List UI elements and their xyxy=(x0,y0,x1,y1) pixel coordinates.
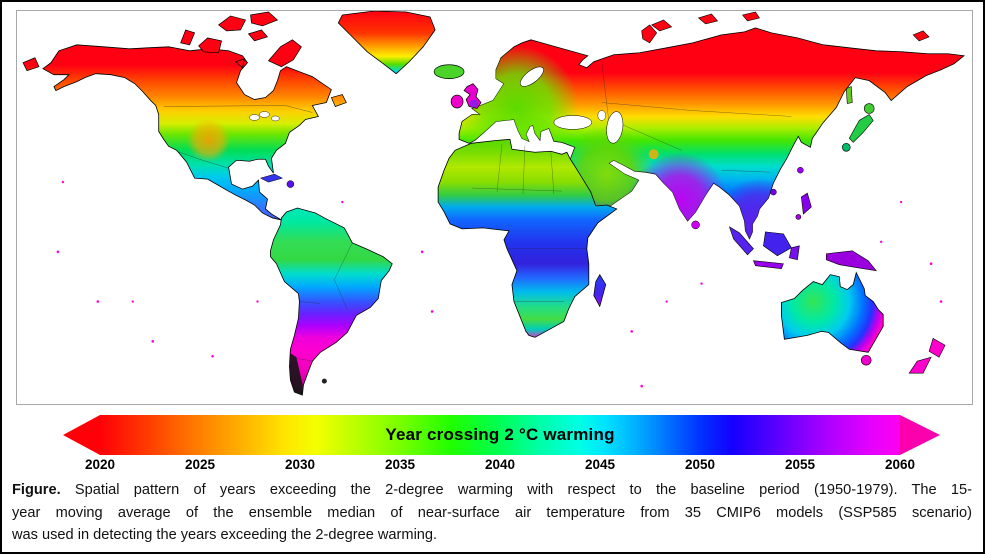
new-guinea xyxy=(826,250,877,272)
caption-line-2: year moving average of the ensemble medi… xyxy=(12,504,972,521)
colorbar-tick: 2040 xyxy=(484,457,516,472)
colorbar-tick: 2020 xyxy=(84,457,116,472)
caption-label: Figure. xyxy=(12,482,61,498)
colorbar: Year crossing 2 °C warming 2020 2025 203… xyxy=(16,415,973,473)
us-canada-border xyxy=(163,105,313,113)
africa-borders xyxy=(472,144,587,302)
colorbar-title: Year crossing 2 °C warming xyxy=(385,425,615,444)
colorbar-tick: 2045 xyxy=(584,457,616,472)
greenland xyxy=(337,11,436,75)
japan xyxy=(841,86,875,152)
africa xyxy=(437,138,618,338)
colorbar-tick: 2050 xyxy=(684,457,716,472)
new-zealand xyxy=(908,337,946,374)
colorbar-right-arrow xyxy=(900,415,940,455)
figure-caption: Figure. Spatial pattern of years exceedi… xyxy=(12,479,972,547)
patagonia-dark-tip xyxy=(288,353,304,396)
map-panel xyxy=(16,10,973,405)
cuba xyxy=(259,173,284,183)
colorbar-tick: 2035 xyxy=(384,457,416,472)
colorbar-left-arrow xyxy=(63,415,100,455)
world-map xyxy=(22,11,965,396)
great-lakes xyxy=(249,114,260,121)
caption-line-1: Figure. Spatial pattern of years exceedi… xyxy=(12,479,972,502)
borneo xyxy=(763,231,792,257)
asia-borders xyxy=(601,62,792,173)
aral-sea xyxy=(597,110,606,121)
hainan xyxy=(770,188,777,196)
colorbar-tick: 2055 xyxy=(784,457,816,472)
madagascar xyxy=(593,273,607,308)
colorbar-tick: 2060 xyxy=(884,457,916,472)
baltic-sea xyxy=(520,66,544,87)
colorbar-gradient: Year crossing 2 °C warming xyxy=(100,415,900,455)
caspian-sea xyxy=(606,111,624,144)
sakhalin xyxy=(845,86,853,104)
colorbar-tick: 2025 xyxy=(184,457,216,472)
hispaniola xyxy=(286,180,295,188)
north-america xyxy=(42,44,332,221)
tasmania xyxy=(860,354,872,366)
india-magenta-overlay xyxy=(631,152,728,239)
iceland xyxy=(433,64,465,80)
ireland xyxy=(450,94,464,109)
java xyxy=(752,260,784,270)
caption-line-3: was used in detecting the years exceedin… xyxy=(12,527,438,544)
south-america xyxy=(269,207,393,396)
sulawesi xyxy=(789,245,800,261)
black-sea xyxy=(553,115,593,130)
south-america-borders xyxy=(290,242,353,362)
eurasian-arctic-islands xyxy=(641,11,930,44)
us-mexico-border xyxy=(176,151,229,169)
sumatra xyxy=(728,226,754,256)
ocean-speckles xyxy=(56,180,943,388)
england-purple-patch xyxy=(470,99,479,108)
colorbar-tick: 2030 xyxy=(284,457,316,472)
australia xyxy=(780,272,884,353)
sri-lanka xyxy=(691,220,700,230)
falkland-islands xyxy=(321,378,327,384)
taiwan xyxy=(797,166,804,174)
arctic-islands xyxy=(22,11,347,107)
philippines xyxy=(801,192,812,215)
maritime-continent xyxy=(728,192,877,272)
caption-line-1-text: Spatial pattern of years exceeding the 2… xyxy=(74,482,972,498)
